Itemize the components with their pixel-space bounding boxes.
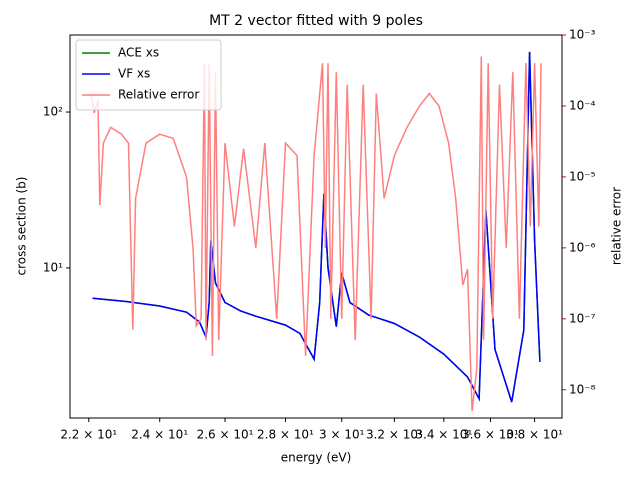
x-tick-label: 2.8 × 10¹ xyxy=(257,428,314,442)
x-tick-label: 3.4 × 10¹ xyxy=(415,428,472,442)
legend-label: VF xs xyxy=(118,67,150,81)
x-tick-label: 3.2 × 10¹ xyxy=(366,428,423,442)
y-axis-label: cross section (b) xyxy=(15,177,29,276)
axes-frame xyxy=(69,34,563,419)
y-tick-label: 10¹ xyxy=(43,260,63,274)
x-tick-label: 2.2 × 10¹ xyxy=(60,428,117,442)
legend-label: Relative error xyxy=(118,88,199,102)
legend-box xyxy=(75,39,222,111)
y2-tick-label: 10⁻⁸ xyxy=(569,382,596,396)
y2-axis-label: relative error xyxy=(610,187,624,265)
x-tick-label: 2.6 × 10¹ xyxy=(197,428,254,442)
y2-tick-label: 10⁻⁵ xyxy=(569,169,596,183)
y2-tick-label: 10⁻⁷ xyxy=(569,311,596,325)
y-tick-label: 10² xyxy=(43,105,63,119)
x-tick-label: 3 × 10¹ xyxy=(319,428,365,442)
x-tick-label: 3.6 × 10¹ xyxy=(462,428,519,442)
y2-tick-label: 10⁻⁴ xyxy=(569,98,596,112)
x-tick-label: 2.4 × 10¹ xyxy=(131,428,188,442)
chart-title: MT 2 vector fitted with 9 poles xyxy=(209,13,423,29)
x-tick-label: 3.8 × 10¹ xyxy=(506,428,563,442)
y2-tick-label: 10⁻³ xyxy=(569,28,596,42)
x-axis-label: energy (eV) xyxy=(281,451,352,465)
y2-tick-label: 10⁻⁶ xyxy=(569,240,596,254)
legend-label: ACE xs xyxy=(118,46,159,60)
series-line xyxy=(89,56,542,412)
